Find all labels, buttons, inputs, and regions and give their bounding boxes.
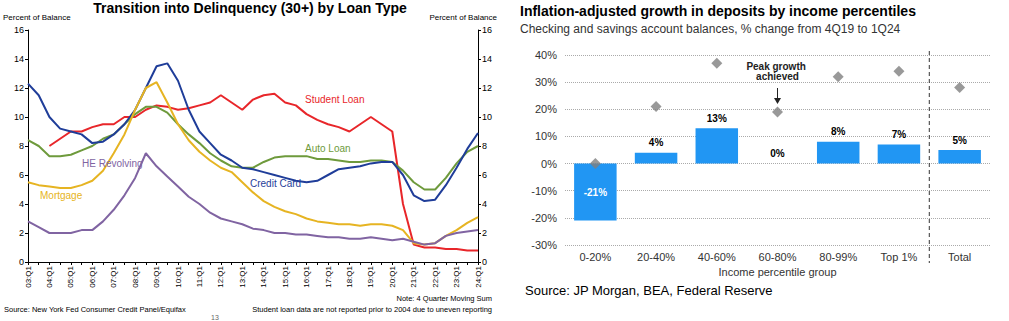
- svg-text:Transition into Delinquency (3: Transition into Delinquency (30+) by Loa…: [93, 0, 407, 16]
- svg-text:HE Revolving: HE Revolving: [82, 158, 143, 169]
- svg-text:40%: 40%: [535, 49, 557, 61]
- svg-text:05:Q1: 05:Q1: [66, 265, 75, 287]
- svg-text:5%: 5%: [952, 135, 967, 146]
- svg-text:0: 0: [482, 257, 487, 267]
- svg-text:16:Q1: 16:Q1: [302, 265, 311, 287]
- svg-text:Credit Card: Credit Card: [250, 178, 301, 189]
- svg-text:Top 1%: Top 1%: [881, 251, 918, 263]
- svg-text:09:Q1: 09:Q1: [152, 265, 161, 287]
- svg-text:18:Q1: 18:Q1: [345, 265, 354, 287]
- svg-text:Percent of Balance: Percent of Balance: [3, 13, 71, 22]
- svg-text:Inflation-adjusted growth in d: Inflation-adjusted growth in deposits by…: [520, 3, 916, 19]
- svg-text:0: 0: [19, 257, 24, 267]
- svg-text:10%: 10%: [535, 130, 557, 142]
- svg-text:20%: 20%: [535, 103, 557, 115]
- svg-text:13: 13: [211, 314, 219, 321]
- svg-text:20-40%: 20-40%: [637, 251, 675, 263]
- svg-text:10: 10: [14, 112, 24, 122]
- svg-text:16: 16: [482, 25, 492, 35]
- svg-text:13:Q1: 13:Q1: [238, 265, 247, 287]
- svg-text:7%: 7%: [892, 129, 907, 140]
- svg-text:Percent of Balance: Percent of Balance: [429, 13, 497, 22]
- svg-text:-21%: -21%: [584, 187, 607, 198]
- svg-text:22:Q1: 22:Q1: [431, 265, 440, 287]
- svg-text:0-20%: 0-20%: [579, 251, 611, 263]
- svg-text:Total: Total: [948, 251, 971, 263]
- svg-text:4%: 4%: [649, 137, 664, 148]
- svg-text:Peak growth: Peak growth: [746, 60, 809, 72]
- svg-text:15:Q1: 15:Q1: [281, 265, 290, 287]
- svg-text:21:Q1: 21:Q1: [409, 265, 418, 287]
- svg-text:10: 10: [482, 112, 492, 122]
- svg-text:12:Q1: 12:Q1: [216, 265, 225, 287]
- svg-text:Income percentile group: Income percentile group: [718, 266, 836, 278]
- svg-text:11:Q1: 11:Q1: [195, 265, 204, 287]
- svg-text:6: 6: [482, 170, 487, 180]
- svg-text:30%: 30%: [535, 76, 557, 88]
- svg-text:16: 16: [14, 25, 24, 35]
- svg-text:19:Q1: 19:Q1: [366, 265, 375, 287]
- svg-text:12: 12: [482, 83, 492, 93]
- svg-text:03:Q1: 03:Q1: [24, 265, 33, 287]
- svg-text:Mortgage: Mortgage: [40, 190, 83, 201]
- svg-text:40-60%: 40-60%: [698, 251, 736, 263]
- svg-text:08:Q1: 08:Q1: [131, 265, 140, 287]
- svg-text:6: 6: [19, 170, 24, 180]
- svg-text:14: 14: [482, 54, 492, 64]
- svg-text:04:Q1: 04:Q1: [45, 265, 54, 287]
- svg-text:14:Q1: 14:Q1: [259, 265, 268, 287]
- svg-text:2: 2: [482, 228, 487, 238]
- svg-text:-20%: -20%: [531, 212, 557, 224]
- svg-text:23:Q1: 23:Q1: [452, 265, 461, 287]
- svg-text:Note: 4 Quarter Moving Sum: Note: 4 Quarter Moving Sum: [397, 294, 492, 303]
- svg-text:06:Q1: 06:Q1: [88, 265, 97, 287]
- svg-text:8: 8: [19, 141, 24, 151]
- svg-text:Source: JP Morgan, BEA, Federa: Source: JP Morgan, BEA, Federal Reserve: [525, 283, 773, 298]
- svg-text:24:Q1: 24:Q1: [474, 265, 483, 287]
- svg-text:17:Q1: 17:Q1: [324, 265, 333, 287]
- svg-text:4: 4: [482, 199, 487, 209]
- svg-text:2: 2: [19, 228, 24, 238]
- svg-text:60-80%: 60-80%: [759, 251, 797, 263]
- svg-text:0%: 0%: [770, 148, 785, 159]
- svg-text:-30%: -30%: [531, 239, 557, 251]
- svg-text:10:Q1: 10:Q1: [174, 265, 183, 287]
- svg-text:Checking and savings account b: Checking and savings account balances, %…: [520, 22, 901, 36]
- svg-text:14: 14: [14, 54, 24, 64]
- svg-text:0%: 0%: [541, 158, 557, 170]
- svg-text:12: 12: [14, 83, 24, 93]
- svg-text:8: 8: [482, 141, 487, 151]
- svg-text:13%: 13%: [707, 113, 727, 124]
- svg-text:Student Loan: Student Loan: [305, 94, 365, 105]
- svg-text:4: 4: [19, 199, 24, 209]
- svg-text:Source: New York Fed Consumer: Source: New York Fed Consumer Credit Pan…: [4, 305, 186, 314]
- svg-text:Student loan data are not repo: Student loan data are not reported prior…: [252, 305, 492, 314]
- svg-text:07:Q1: 07:Q1: [109, 265, 118, 287]
- svg-text:8%: 8%: [831, 126, 846, 137]
- svg-text:-10%: -10%: [531, 185, 557, 197]
- svg-text:80-99%: 80-99%: [819, 251, 857, 263]
- svg-text:Auto Loan: Auto Loan: [305, 143, 351, 154]
- svg-text:achieved: achieved: [756, 71, 799, 82]
- svg-text:20:Q1: 20:Q1: [388, 265, 397, 287]
